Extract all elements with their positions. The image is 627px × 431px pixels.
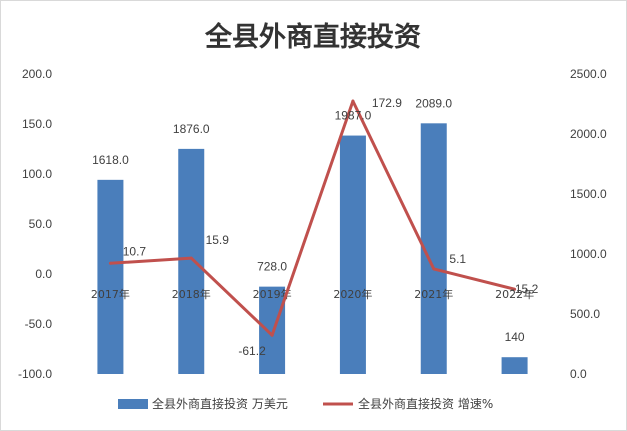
line-data-label: 10.7 bbox=[123, 244, 147, 258]
line-data-label: -15.2 bbox=[511, 282, 539, 296]
left-axis-tick-label: 200.0 bbox=[22, 67, 52, 81]
x-axis-category-label: 2019年 bbox=[253, 287, 292, 301]
left-axis-tick-label: 0.0 bbox=[35, 267, 52, 281]
legend-line-label: 全县外商直接投资 增速% bbox=[358, 396, 493, 411]
right-axis-tick-label: 1000.0 bbox=[570, 247, 607, 261]
x-axis-category-label: 2021年 bbox=[414, 287, 453, 301]
legend-bar-label: 全县外商直接投资 万美元 bbox=[152, 396, 288, 411]
left-axis-tick-label: 100.0 bbox=[22, 167, 52, 181]
legend: 全县外商直接投资 万美元 全县外商直接投资 增速% bbox=[118, 396, 493, 411]
left-axis-tick-label: 50.0 bbox=[29, 217, 53, 231]
bar-data-label: 1876.0 bbox=[173, 122, 210, 136]
right-axis-tick-label: 500.0 bbox=[570, 307, 600, 321]
right-axis-tick-label: 0.0 bbox=[570, 367, 587, 381]
line-point bbox=[108, 261, 112, 265]
line-data-labels: 10.7 15.9 -61.2 172.9 5.1 -15.2 bbox=[123, 96, 539, 358]
chart-title: 全县外商直接投资 bbox=[204, 21, 421, 53]
x-axis-category-label: 2018年 bbox=[172, 287, 211, 301]
x-axis-category-label: 2020年 bbox=[333, 287, 372, 301]
x-axis-category-label: 2022年 bbox=[495, 287, 534, 301]
right-axis-tick-label: 2000.0 bbox=[570, 127, 607, 141]
line-data-label: 172.9 bbox=[372, 96, 402, 110]
bar bbox=[259, 286, 286, 374]
bar-data-label: 1987.0 bbox=[335, 109, 372, 123]
bar-data-labels: 1618.0 1876.0 728.0 1987.0 2089.0 140 bbox=[92, 96, 525, 344]
legend-bar-swatch bbox=[118, 399, 148, 409]
line-data-label: 5.1 bbox=[449, 252, 466, 266]
bar-data-label: 1618.0 bbox=[92, 153, 129, 167]
left-axis-ticks: 200.0 150.0 100.0 50.0 0.0 -50.0 -100.0 bbox=[18, 67, 52, 381]
left-axis-tick-label: -50.0 bbox=[25, 317, 53, 331]
line-point bbox=[513, 287, 517, 291]
bar-data-label: 2089.0 bbox=[415, 96, 452, 110]
line-point bbox=[351, 99, 355, 103]
line-point bbox=[432, 267, 436, 271]
bar bbox=[178, 148, 205, 374]
line-point bbox=[189, 256, 193, 260]
line-series bbox=[108, 99, 517, 337]
right-axis-tick-label: 2500.0 bbox=[570, 67, 607, 81]
right-axis-ticks: 2500.0 2000.0 1500.0 1000.0 500.0 0.0 bbox=[570, 67, 607, 381]
bar-data-label: 728.0 bbox=[257, 260, 287, 274]
bar bbox=[97, 179, 124, 374]
left-axis-tick-label: -100.0 bbox=[18, 367, 52, 381]
right-axis-tick-label: 1500.0 bbox=[570, 187, 607, 201]
left-axis-tick-label: 150.0 bbox=[22, 117, 52, 131]
bar-data-label: 140 bbox=[505, 330, 525, 344]
bar bbox=[339, 135, 366, 374]
line-data-label: -61.2 bbox=[238, 344, 266, 358]
line-point bbox=[270, 333, 274, 337]
x-axis-category-label: 2017年 bbox=[91, 287, 130, 301]
x-axis-categories: 2017年 2018年 2019年 2020年 2021年 2022年 bbox=[91, 287, 534, 301]
bar-series bbox=[97, 123, 528, 374]
bar bbox=[501, 357, 528, 374]
line-path bbox=[110, 99, 515, 337]
line-data-label: 15.9 bbox=[206, 233, 230, 247]
